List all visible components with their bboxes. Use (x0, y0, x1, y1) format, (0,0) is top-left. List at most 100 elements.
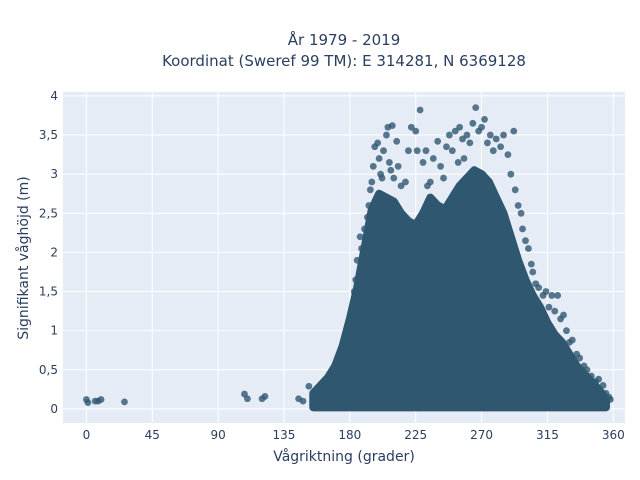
scatter-point (440, 174, 447, 182)
scatter-point (434, 137, 442, 145)
scatter-point (394, 162, 402, 170)
scatter-point (361, 225, 368, 233)
chart-subtitle: Koordinat (Sweref 99 TM): E 314281, N 63… (162, 52, 526, 70)
y-tick-label: 3,5 (39, 128, 58, 142)
scatter-point (587, 372, 595, 380)
x-axis-label: Vågriktning (grader) (273, 448, 415, 465)
scatter-point (305, 382, 313, 390)
y-tick-label: 3 (50, 167, 58, 181)
scatter-point (560, 311, 567, 319)
scatter-point (342, 336, 349, 344)
scatter-point (451, 127, 459, 135)
scatter-point (374, 139, 382, 147)
scatter-point (337, 356, 345, 364)
scatter-point (507, 170, 515, 178)
scatter-point (497, 143, 504, 151)
scatter-point (599, 382, 607, 389)
x-axis-ticks: 0 45 90 135 180 225 270 315 360 (83, 428, 625, 442)
scatter-point (299, 397, 307, 405)
scatter-point (385, 159, 393, 166)
x-tick-label: 225 (404, 428, 427, 442)
scatter-point (469, 119, 477, 127)
scatter-point (522, 237, 529, 245)
scatter-point (510, 127, 518, 135)
x-tick-label: 180 (338, 428, 361, 442)
scatter-point (595, 375, 603, 383)
y-axis-label: Signifikant våghöjd (m) (15, 176, 32, 339)
scatter-point (437, 162, 444, 170)
scatter-point (356, 233, 364, 241)
scatter-point (583, 366, 591, 374)
scatter-point (568, 336, 576, 344)
scatter-point (492, 135, 500, 143)
scatter-point (346, 323, 354, 331)
scatter-point (517, 209, 525, 217)
scatter-point (448, 147, 456, 155)
y-tick-label: 2 (50, 245, 58, 259)
scatter-point (529, 268, 537, 276)
scatter-point (407, 123, 415, 131)
scatter-point (535, 284, 543, 292)
scatter-point (527, 260, 535, 268)
scatter-point (484, 139, 491, 147)
scatter-point (426, 178, 434, 186)
scatter-point (429, 155, 437, 162)
scatter-point (459, 135, 466, 143)
scatter-point (519, 225, 526, 233)
y-tick-label: 0 (50, 402, 58, 416)
scatter-point (364, 213, 371, 221)
scatter-point (504, 151, 512, 159)
y-axis-ticks: 0 0,5 1 1,5 2 2,5 3 3,5 4 (39, 89, 58, 416)
scatter-point (261, 392, 269, 400)
scatter-point (350, 288, 358, 295)
scatter-point (416, 106, 424, 114)
scatter-point (369, 162, 377, 170)
y-tick-label: 2,5 (39, 206, 58, 220)
scatter-point (412, 127, 420, 135)
scatter-point (402, 178, 409, 186)
scatter-point (460, 155, 468, 162)
x-tick-label: 270 (470, 428, 493, 442)
scatter-point (353, 256, 361, 264)
x-tick-label: 135 (273, 428, 296, 442)
scatter-point (456, 123, 464, 131)
scatter-point (340, 346, 348, 354)
scatter-point (472, 104, 480, 112)
scatter-point (478, 123, 485, 131)
scatter-point (84, 399, 92, 407)
scatter-point (383, 131, 390, 139)
scatter-point (244, 395, 251, 403)
scatter-point (380, 147, 387, 155)
scatter-point (378, 174, 386, 182)
scatter-point (489, 147, 497, 155)
x-tick-label: 360 (602, 428, 625, 442)
scatter-point (328, 374, 336, 382)
scatter-point (121, 398, 128, 406)
scatter-point (500, 131, 507, 139)
scatter-point (422, 147, 430, 155)
scatter-point (365, 202, 373, 209)
scatter-point (404, 147, 412, 155)
scatter-point (548, 292, 556, 299)
scatter-point (97, 396, 105, 403)
scatter-point (542, 288, 550, 295)
scatter-point (358, 245, 365, 252)
scatter-point (388, 122, 396, 130)
scatter-point (393, 137, 401, 145)
chart-title: År 1979 - 2019 (288, 30, 401, 49)
scatter-point (545, 303, 553, 311)
x-tick-label: 45 (145, 428, 160, 442)
y-tick-label: 4 (50, 89, 58, 103)
scatter-point (454, 159, 462, 166)
scatter-point (334, 366, 342, 374)
scatter-point (554, 292, 562, 299)
scatter-point (525, 245, 532, 252)
scatter-point (397, 182, 405, 190)
scatter-point (390, 174, 398, 182)
y-tick-label: 0,5 (39, 363, 58, 377)
scatter-point (511, 186, 519, 194)
y-tick-label: 1 (50, 324, 58, 338)
scatter-point (466, 139, 474, 147)
scatter-point (551, 307, 559, 315)
